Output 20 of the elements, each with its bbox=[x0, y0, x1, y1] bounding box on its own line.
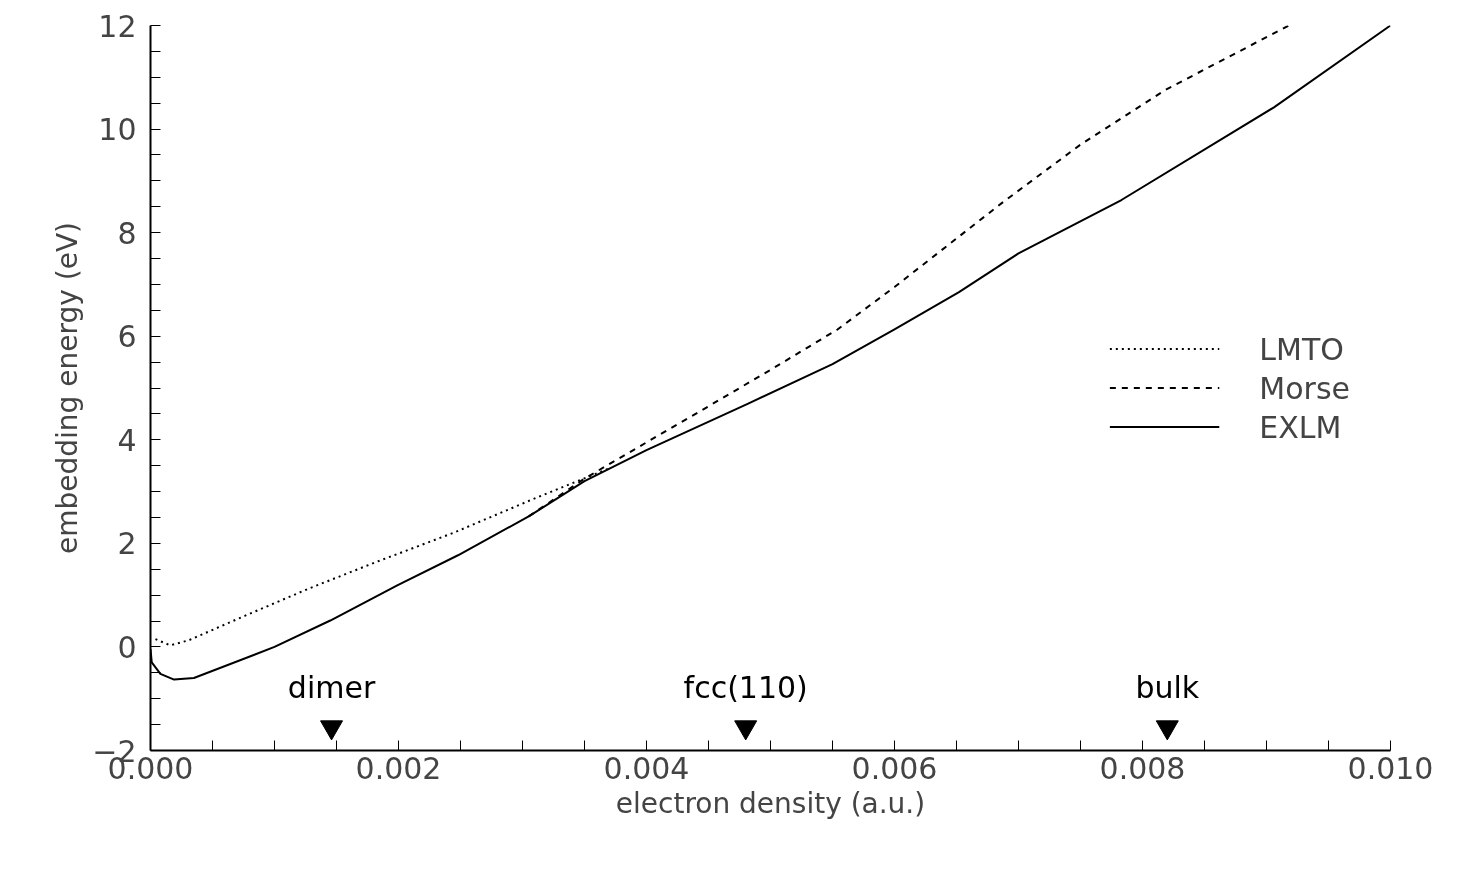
y-tick-label: 6 bbox=[117, 319, 137, 355]
y-tick-label: 10 bbox=[98, 112, 137, 148]
x-tick-label: 0.004 bbox=[603, 750, 690, 786]
legend-label: LMTO bbox=[1259, 331, 1344, 366]
x-tick-label: 0.010 bbox=[1347, 750, 1434, 786]
x-tick-label: 0.006 bbox=[851, 750, 938, 786]
y-axis-title: embedding energy (eV) bbox=[51, 222, 85, 554]
data-label: fcc(110) bbox=[683, 670, 808, 706]
x-tick-label: 0.002 bbox=[355, 750, 442, 786]
y-tick-label: 12 bbox=[98, 8, 137, 44]
x-tick-label: 0.008 bbox=[1099, 750, 1186, 786]
y-tick-label: 0 bbox=[117, 629, 137, 665]
y-tick-label: 2 bbox=[117, 526, 137, 562]
x-axis-title: electron density (a.u.) bbox=[615, 786, 926, 820]
y-tick-label: 4 bbox=[117, 422, 137, 458]
y-tick-label: 8 bbox=[117, 215, 137, 251]
data-label: dimer bbox=[287, 670, 376, 706]
legend-label: EXLM bbox=[1259, 409, 1342, 444]
legend-label: Morse bbox=[1259, 370, 1350, 405]
data-label: bulk bbox=[1135, 670, 1200, 706]
